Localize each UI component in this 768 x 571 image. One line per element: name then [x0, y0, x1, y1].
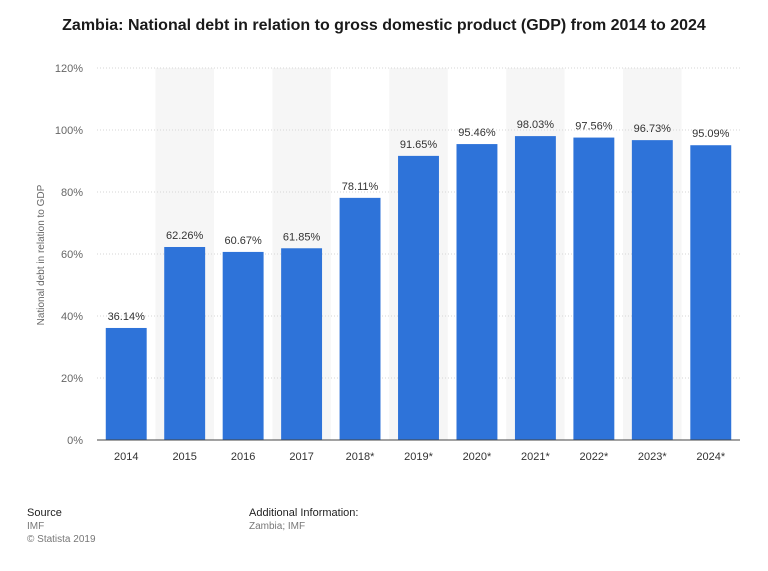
bar[interactable]: [514, 136, 556, 440]
data-label: 95.09%: [692, 128, 730, 140]
data-label: 61.85%: [283, 231, 321, 243]
bars: [105, 136, 732, 440]
bar[interactable]: [339, 197, 381, 440]
x-tick-label: 2024*: [696, 451, 725, 463]
bar[interactable]: [164, 246, 206, 440]
bar[interactable]: [398, 155, 439, 440]
data-label: 97.56%: [575, 121, 613, 133]
x-tick-label: 2018*: [346, 451, 375, 463]
y-tick-label: 40%: [61, 311, 83, 323]
x-tick-label: 2020*: [463, 451, 492, 463]
data-label: 95.46%: [458, 127, 496, 139]
bar[interactable]: [690, 145, 732, 440]
y-axis: 0% 20% 40% 60% 80% 100% 120%: [55, 63, 83, 447]
data-label: 98.03%: [517, 119, 555, 131]
y-tick-label: 100%: [55, 125, 83, 137]
bar[interactable]: [105, 327, 147, 440]
source-block: Source IMF © Statista 2019: [27, 507, 96, 546]
x-tick-label: 2015: [172, 451, 196, 463]
data-label: 62.26%: [166, 230, 204, 242]
bar[interactable]: [631, 140, 673, 440]
x-tick-label: 2021*: [521, 451, 550, 463]
source-heading: Source: [27, 507, 62, 519]
x-tick-label: 2023*: [638, 451, 667, 463]
x-axis: 2014 2015 2016 2017 2018* 2019* 2020* 2021* 2022…: [97, 439, 740, 463]
x-tick-label: 2014: [114, 451, 138, 463]
bar[interactable]: [573, 137, 615, 440]
bar[interactable]: [222, 251, 264, 440]
x-tick-label: 2016: [231, 451, 255, 463]
source-name: IMF: [27, 521, 45, 532]
additional-info-text: Zambia; IMF: [249, 521, 306, 532]
y-tick-label: 80%: [61, 187, 83, 199]
x-tick-label: 2019*: [404, 451, 433, 463]
y-axis-label: National debt in relation to GDP: [36, 184, 47, 325]
data-label: 96.73%: [634, 123, 672, 135]
y-tick-label: 0%: [67, 435, 83, 447]
value-labels: 36.14% 62.26% 60.67% 61.85% 78.11% 91.65% 95.4…: [108, 119, 730, 323]
copyright: © Statista 2019: [27, 534, 96, 545]
additional-info-block: Additional Information: Zambia; IMF: [249, 507, 358, 533]
x-tick-label: 2022*: [579, 451, 608, 463]
bar[interactable]: [281, 248, 323, 440]
additional-info-heading: Additional Information:: [249, 507, 359, 519]
x-tick-label: 2017: [289, 451, 313, 463]
y-tick-label: 60%: [61, 249, 83, 261]
y-tick-label: 20%: [61, 373, 83, 385]
data-label: 91.65%: [400, 139, 438, 151]
data-label: 60.67%: [224, 235, 262, 247]
data-label: 78.11%: [342, 181, 379, 193]
data-label: 36.14%: [108, 311, 146, 323]
bar[interactable]: [456, 144, 498, 440]
y-tick-label: 120%: [55, 63, 83, 75]
chart-title: Zambia: National debt in relation to gro…: [62, 17, 706, 34]
